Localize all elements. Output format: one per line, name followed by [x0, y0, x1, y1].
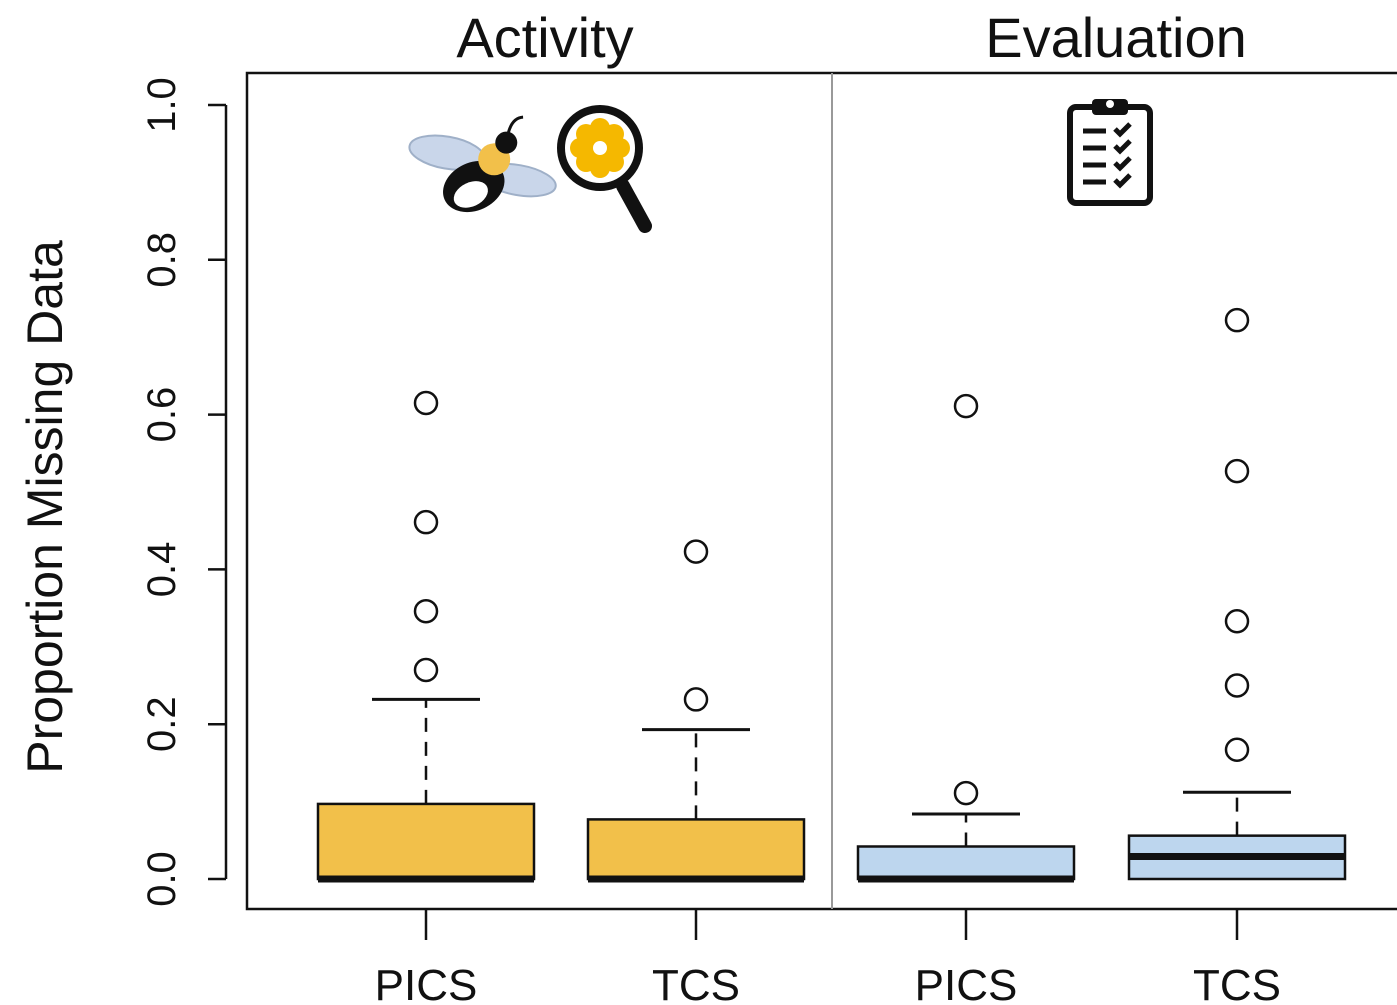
outlier-point	[413, 657, 439, 683]
x-tick-label: PICS	[915, 961, 1018, 1005]
y-tick-label: 1.0	[140, 77, 184, 133]
y-axis: 0.0 0.2 0.4 0.6 0.8 1.0	[140, 77, 228, 907]
y-tick-label: 0.0	[140, 851, 184, 907]
magnifier-flower-icon	[557, 105, 652, 233]
panel-title-activity: Activity	[456, 6, 633, 69]
x-tick-label: TCS	[1193, 961, 1281, 1005]
outlier-point	[413, 509, 439, 535]
clipboard-checklist-icon	[1067, 99, 1153, 206]
outlier-point	[683, 687, 709, 712]
x-tick-label: PICS	[375, 961, 478, 1005]
boxes	[316, 307, 1347, 883]
plot-frame	[245, 71, 1397, 911]
box-iqr	[586, 818, 806, 881]
outlier-point	[413, 598, 439, 624]
outlier-point	[1224, 307, 1250, 333]
y-tick-label: 0.2	[140, 696, 184, 752]
bee-icon	[408, 115, 557, 213]
outlier-point	[953, 780, 979, 806]
x-axis: PICS TCS PICS TCS	[375, 909, 1281, 1005]
y-tick-label: 0.4	[140, 542, 184, 598]
x-tick-label: TCS	[652, 961, 740, 1005]
y-axis-label: Proportion Missing Data	[17, 240, 73, 774]
outlier-point	[953, 393, 979, 419]
y-tick-label: 0.6	[140, 387, 184, 443]
panel-title-evaluation: Evaluation	[985, 6, 1247, 69]
box-iqr	[856, 845, 1076, 881]
outlier-point	[1224, 673, 1250, 698]
outlier-point	[1224, 458, 1250, 484]
y-tick-label: 0.8	[140, 232, 184, 288]
outlier-point	[1224, 609, 1250, 634]
outlier-point	[413, 390, 439, 416]
outlier-point	[683, 539, 709, 564]
outlier-point	[1224, 737, 1250, 762]
box-iqr	[316, 802, 536, 881]
